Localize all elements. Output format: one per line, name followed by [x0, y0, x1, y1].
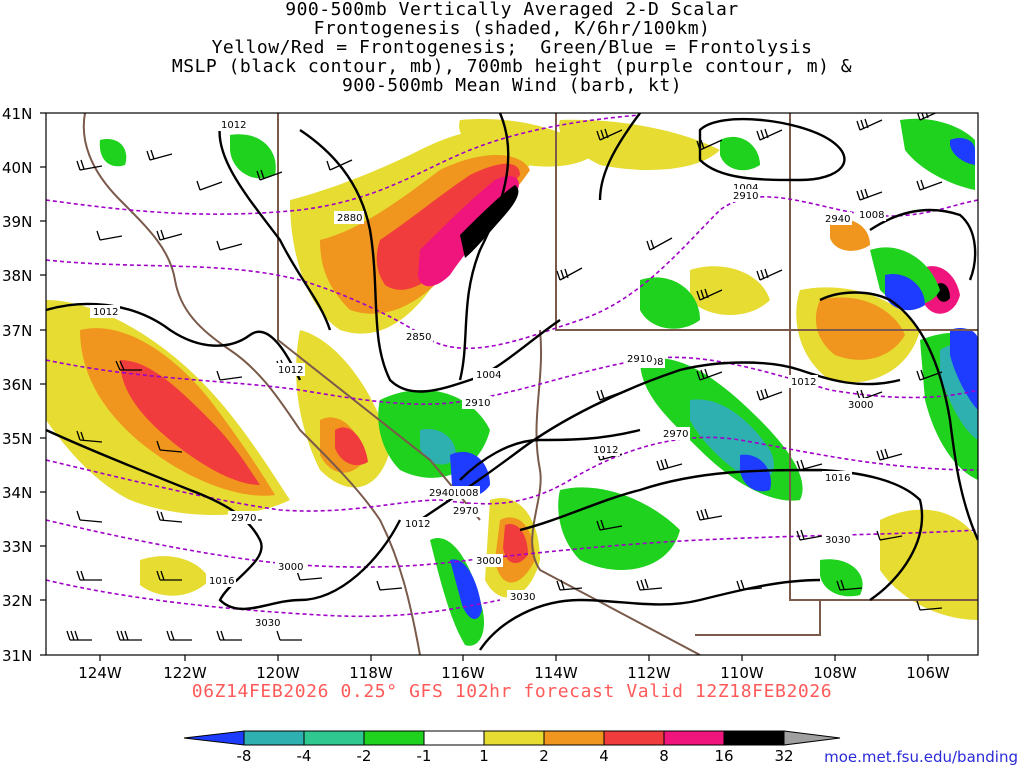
height-label: 2940 — [429, 488, 454, 499]
lat-label: 34N — [2, 484, 32, 502]
colorbar-swatch — [543, 730, 605, 746]
mslp-label: 1004 — [733, 183, 758, 194]
height-label: 2970 — [231, 513, 256, 524]
colorbar-labels: -8 -4 -2 -1 1 2 4 8 16 32 — [237, 747, 794, 765]
height-label: 2970 — [663, 429, 688, 440]
credit-link[interactable]: moe.met.fsu.edu/banding — [824, 748, 1018, 766]
mslp-label: 1012 — [93, 307, 118, 318]
mslp-label: 1008 — [859, 210, 884, 221]
colorbar-swatch — [483, 730, 545, 746]
frontogenesis-shading — [46, 118, 978, 646]
height-label: 2910 — [627, 354, 652, 365]
height-label: 3030 — [825, 535, 850, 546]
height-label: 2910 — [465, 398, 490, 409]
lon-label: 108W — [813, 664, 857, 682]
height-label: 2910 — [733, 191, 758, 202]
lon-label: 120W — [256, 664, 300, 682]
colorbar-label: 16 — [714, 747, 733, 765]
colorbar-label: 32 — [774, 747, 793, 765]
colorbar-label: -2 — [357, 747, 372, 765]
axis-ticks — [40, 112, 929, 661]
colorbar-label: 8 — [659, 747, 669, 765]
title-line-5: 900-500mb Mean Wind (barb, kt) — [341, 75, 683, 96]
height-label: 2940 — [825, 214, 850, 225]
lat-label: 37N — [2, 322, 32, 340]
map-title: 900-500mb Vertically Averaged 2-D Scalar… — [0, 0, 1024, 95]
colorbar-swatch — [723, 730, 785, 746]
colorbar-swatch — [603, 730, 665, 746]
y-axis-labels: 41N 40N 39N 38N 37N 36N 35N 34N 33N 32N … — [2, 105, 32, 665]
wind-barbs — [66, 113, 943, 641]
lat-label: 38N — [2, 267, 32, 285]
mslp-contours — [46, 113, 978, 651]
lat-label: 35N — [2, 430, 32, 448]
lat-label: 40N — [2, 159, 32, 177]
colorbar — [183, 730, 841, 746]
x-axis-labels: 124W 122W 120W 118W 116W 114W 112W 110W … — [78, 664, 950, 682]
lon-label: 114W — [534, 664, 578, 682]
colorbar-label: 2 — [539, 747, 549, 765]
colorbar-label: -1 — [417, 747, 432, 765]
height-label: 3030 — [255, 618, 280, 629]
mslp-label: 1012 — [278, 365, 303, 376]
mslp-label: 1012 — [221, 120, 246, 131]
mslp-label: 1016 — [825, 473, 850, 484]
colorbar-swatch — [243, 730, 305, 746]
colorbar-swatch — [783, 730, 841, 746]
mslp-label: 1012 — [405, 519, 430, 530]
height-label: 2970 — [453, 506, 478, 517]
forecast-run-label: 06Z14FEB2026 0.25° GFS 102hr forecast Va… — [191, 681, 833, 702]
lon-label: 118W — [349, 664, 393, 682]
colorbar-label: 1 — [479, 747, 489, 765]
lon-label: 124W — [78, 664, 122, 682]
mslp-label: 1016 — [209, 576, 234, 587]
state-borders — [82, 113, 978, 655]
mslp-label: 1008 — [453, 488, 478, 499]
colorbar-swatch — [303, 730, 365, 746]
height-label: 3000 — [476, 556, 501, 567]
mslp-label: 1012 — [791, 377, 816, 388]
colorbar-label: 4 — [599, 747, 609, 765]
title-line-2: Frontogenesis (shaded, K/6hr/100km) — [313, 18, 711, 39]
lat-label: 33N — [2, 538, 32, 556]
title-line-3: Yellow/Red = Frontogenesis; Green/Blue =… — [211, 37, 813, 58]
title-line-1: 900-500mb Vertically Averaged 2-D Scalar — [285, 0, 739, 20]
mslp-label: 1012 — [593, 445, 618, 456]
height-label: 3000 — [848, 400, 873, 411]
colorbar-swatch — [423, 730, 485, 746]
colorbar-label: -4 — [297, 747, 312, 765]
height-label: 3000 — [278, 562, 303, 573]
lat-label: 41N — [2, 105, 32, 123]
height-label: 2880 — [337, 213, 362, 224]
colorbar-label: -8 — [237, 747, 252, 765]
lat-label: 31N — [2, 647, 32, 665]
colorbar-swatch — [663, 730, 725, 746]
height-700mb-contours — [46, 114, 978, 618]
lon-label: 110W — [720, 664, 764, 682]
title-line-4: MSLP (black contour, mb), 700mb height (… — [171, 56, 853, 77]
contour-labels: 1012 1012 1012 1004 1004 1008 1012 1012 … — [90, 118, 886, 629]
lon-label: 122W — [163, 664, 207, 682]
lon-label: 112W — [627, 664, 671, 682]
colorbar-swatch — [363, 730, 425, 746]
lat-label: 36N — [2, 376, 32, 394]
lat-label: 32N — [2, 592, 32, 610]
lat-label: 39N — [2, 213, 32, 231]
mslp-label: 1004 — [476, 370, 501, 381]
height-label: 3030 — [510, 592, 535, 603]
colorbar-swatch — [183, 730, 245, 746]
height-label: 2850 — [406, 332, 431, 343]
lon-label: 116W — [441, 664, 485, 682]
lon-label: 106W — [906, 664, 950, 682]
